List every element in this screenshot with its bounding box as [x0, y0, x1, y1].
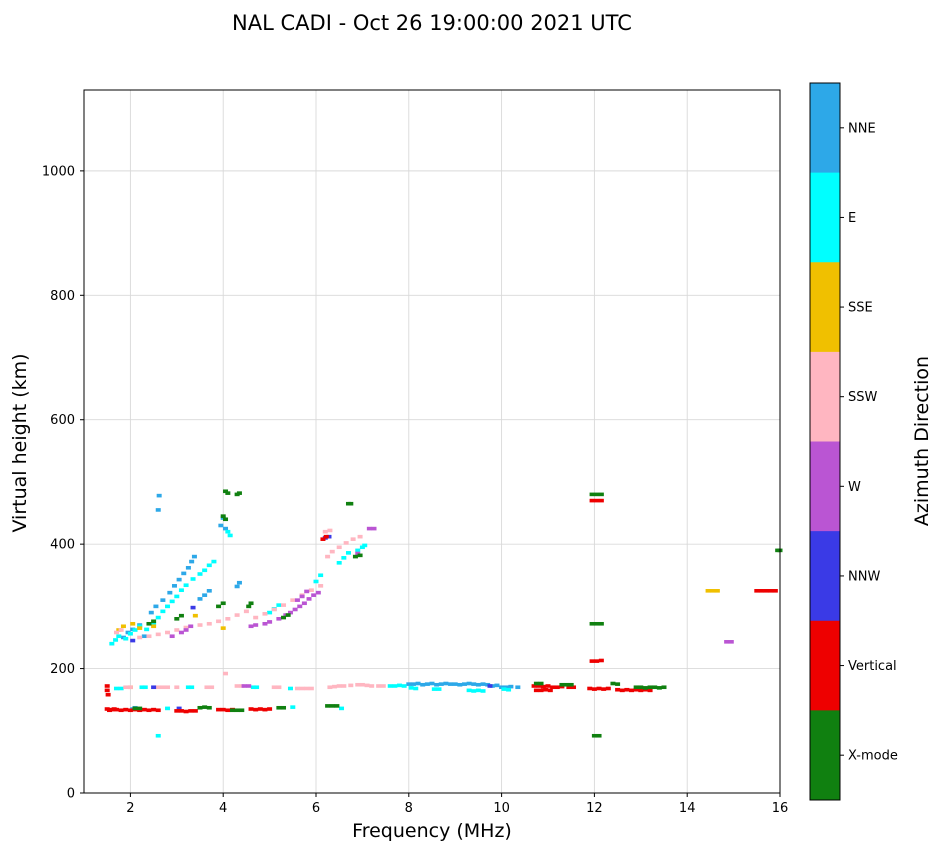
y-tick-label: 1000	[42, 164, 75, 179]
y-tick-label: 200	[50, 662, 75, 677]
series-W	[169, 526, 734, 688]
x-axis-label: Frequency (MHz)	[352, 820, 512, 842]
axis-ticks: 2 4 6 8 10 12 14 16 0 200 400 600 800 1000	[42, 164, 788, 816]
colorbar-tick-label-vertical: Vertical	[848, 659, 897, 674]
colorbar-segment-nne	[810, 83, 840, 174]
colorbar-segment-nnw	[810, 531, 840, 622]
x-tick-label: 14	[679, 801, 696, 816]
colorbar-segment-sse	[810, 262, 840, 353]
series-SSW	[113, 528, 386, 691]
scatter-points	[104, 489, 783, 738]
x-tick-label: 6	[312, 801, 320, 816]
plot-border	[83, 89, 781, 794]
colorbar-segment-x-mode	[810, 710, 840, 801]
x-tick-label: 4	[219, 801, 227, 816]
colorbar-label: Azimuth Direction	[911, 355, 933, 527]
x-tick-label: 16	[772, 801, 789, 816]
colorbar-tick-label-x-mode: X-mode	[848, 749, 898, 764]
chart-title: NAL CADI - Oct 26 19:00:00 2021 UTC	[232, 11, 632, 35]
colorbar-segment-ssw	[810, 351, 840, 442]
colorbar-segment-w	[810, 441, 840, 532]
y-tick-label: 400	[50, 538, 75, 553]
series-Vertical	[104, 498, 778, 714]
colorbar-tick-label-w: W	[848, 480, 861, 495]
x-tick-label: 2	[126, 801, 134, 816]
y-tick-label: 600	[50, 413, 75, 428]
series-NNE	[120, 493, 521, 711]
x-tick-label: 12	[586, 801, 603, 816]
colorbar-border	[809, 82, 841, 801]
colorbar-tick-label-e: E	[848, 211, 856, 226]
x-tick-label: 8	[405, 801, 413, 816]
series-SSE	[116, 589, 720, 690]
colorbar-tick-label-sse: SSE	[848, 301, 873, 316]
series-X-mode	[132, 489, 783, 738]
colorbar-tick-label-nnw: NNW	[848, 569, 880, 584]
y-tick-label: 0	[67, 787, 75, 802]
y-axis-label: Virtual height (km)	[9, 353, 31, 533]
series-E	[109, 529, 512, 738]
colorbar-segment-e	[810, 172, 840, 263]
azimuth-colorbar: NNE E SSE SSW W NNW Vertical X-mode	[809, 82, 898, 801]
x-tick-label: 10	[493, 801, 510, 816]
y-tick-label: 800	[50, 289, 75, 304]
colorbar-segment-vertical	[810, 620, 840, 711]
colorbar-tick-label-nne: NNE	[848, 121, 876, 136]
colorbar-tick-label-ssw: SSW	[848, 390, 878, 405]
